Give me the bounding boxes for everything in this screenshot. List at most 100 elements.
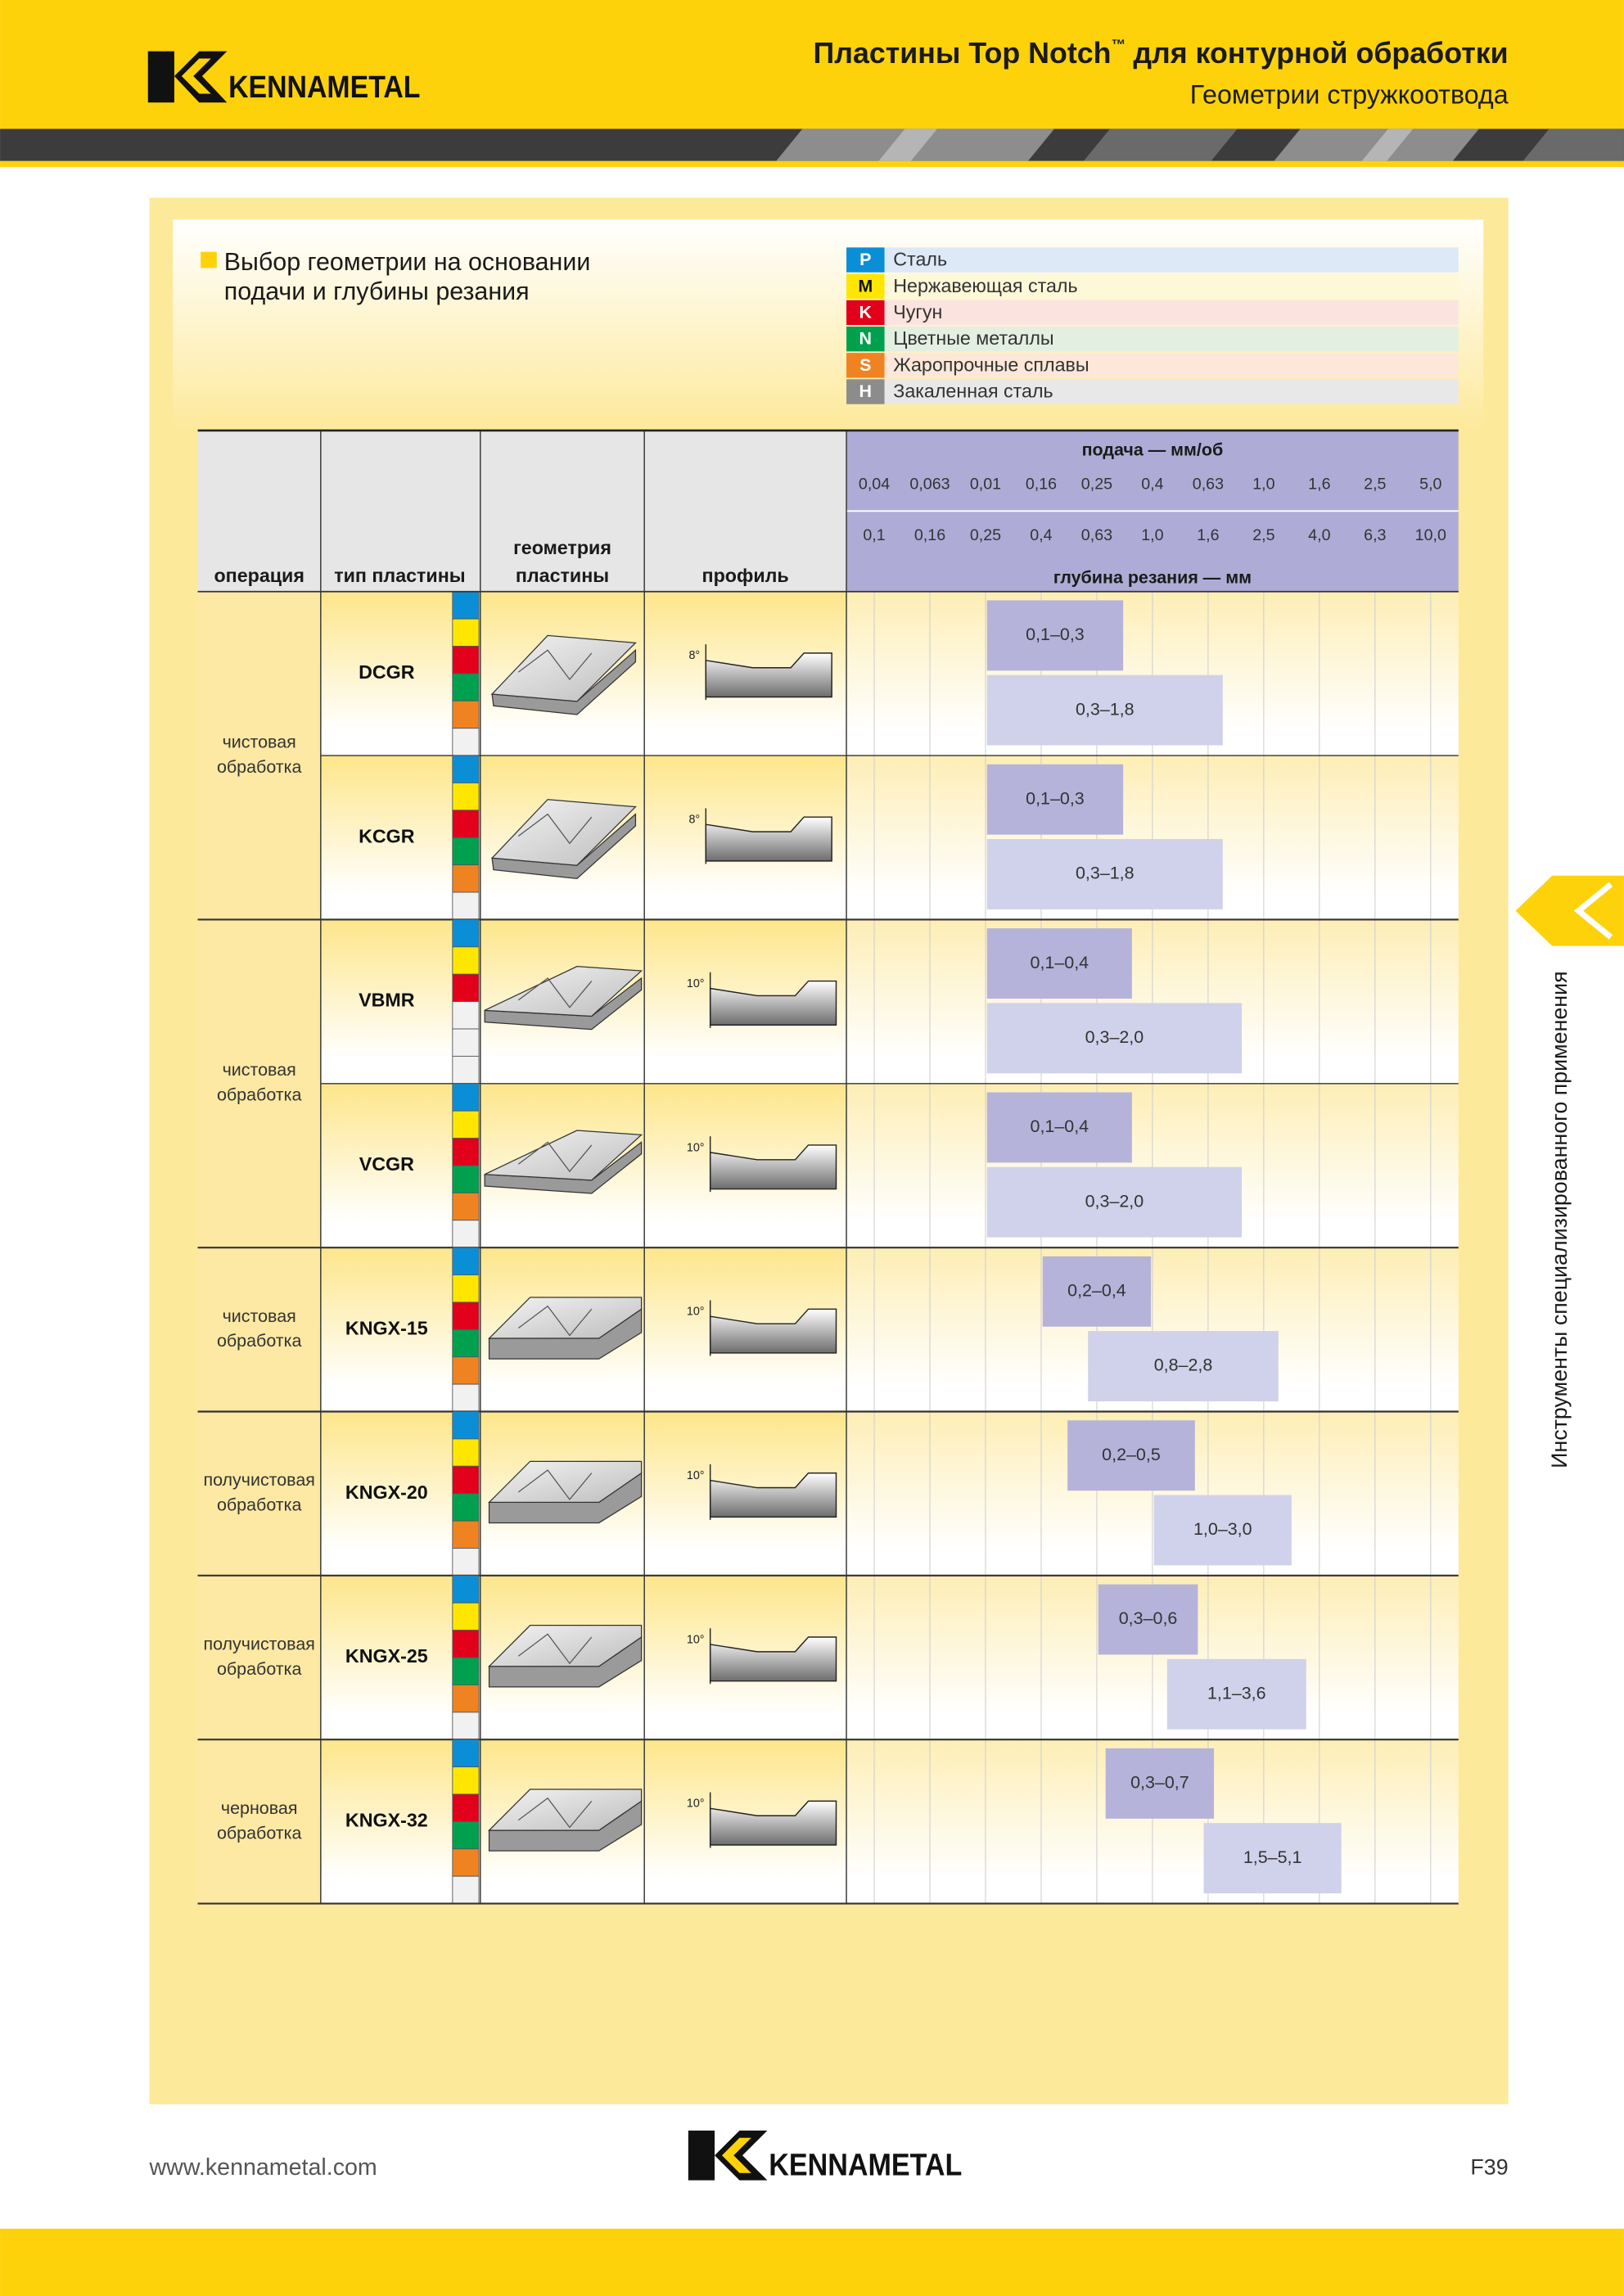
operation-label: обработка (217, 1331, 302, 1351)
insert-top (488, 1460, 643, 1504)
legend-swatch (846, 247, 885, 273)
trademark: ™ (1112, 36, 1126, 52)
material-cell (452, 1055, 480, 1085)
header-band (0, 0, 1624, 129)
material-cell (452, 700, 480, 729)
legend-name: Нержавеющая сталь (893, 275, 1077, 296)
depth-bar (986, 1166, 1243, 1238)
profile-shape (709, 1308, 837, 1354)
depth-tick-label: 10,0 (1415, 526, 1446, 544)
legend-swatch (846, 300, 885, 326)
insert-type: VBMR (359, 990, 415, 1011)
feed-tick-label: 0,16 (1026, 475, 1057, 493)
profile-angle: 8° (688, 814, 700, 827)
material-cell (452, 864, 480, 893)
title-main: Пластины Top Notch (814, 37, 1112, 70)
legend-code: H (859, 381, 873, 401)
depth-tick-label: 1,0 (1141, 526, 1163, 544)
column-header: профиль (702, 565, 789, 586)
feed-tick-label: 0,4 (1141, 475, 1163, 493)
insert-type: KCGR (359, 825, 415, 846)
footer-band (0, 2228, 1624, 2296)
material-cell (452, 918, 480, 948)
material-cell (452, 618, 480, 647)
operation-cell (197, 1247, 321, 1412)
material-cell (452, 1165, 480, 1193)
feed-bar (1042, 1256, 1152, 1327)
profile-shape (709, 980, 837, 1026)
profile-angle: 10° (687, 1141, 705, 1154)
material-cell (452, 1766, 480, 1795)
feed-range: 0,3–0,6 (1119, 1608, 1178, 1628)
material-cell (452, 1493, 480, 1522)
insert-edge (517, 1797, 593, 1829)
page-number: F39 (1470, 2154, 1508, 2179)
feed-bar (986, 928, 1132, 999)
profile-angle: 10° (687, 977, 705, 990)
feed-range: 0,3–0,7 (1130, 1773, 1189, 1793)
feed-bar (986, 1092, 1132, 1163)
table-background (197, 430, 1459, 1904)
operation-label: получистовая (203, 1635, 314, 1654)
logo-text: KENNAMETAL (769, 2147, 962, 2181)
legend-swatch (846, 353, 885, 378)
depth-bar (1203, 1823, 1342, 1894)
operation-label: обработка (217, 1085, 302, 1105)
material-cell (452, 1875, 480, 1905)
material-cell (452, 1411, 480, 1440)
feed-tick-label: 0,01 (970, 475, 1001, 493)
material-cell (452, 1138, 480, 1166)
material-cell (452, 591, 480, 620)
feed-range: 0,1–0,4 (1031, 1116, 1089, 1136)
depth-tick-label: 0,25 (970, 526, 1001, 544)
feed-bar (986, 600, 1124, 671)
material-cell (452, 946, 480, 975)
column-header: подача — мм/об (1082, 440, 1224, 460)
legend-code: P (859, 250, 871, 269)
depth-tick-label: 2,5 (1252, 526, 1274, 544)
insert-top (490, 799, 637, 866)
legend-name: Сталь (893, 249, 947, 270)
legend-name: Закаленная сталь (893, 381, 1053, 402)
material-cell (452, 1356, 480, 1385)
material-cell (452, 1328, 480, 1358)
feed-tick-label: 0,25 (1081, 475, 1112, 493)
column-header: пластины (516, 565, 609, 586)
depth-tick-label: 1,6 (1197, 526, 1219, 544)
operation-label: чистовая (223, 1060, 296, 1080)
operation-label: обработка (217, 1823, 302, 1843)
profile-shape (709, 1800, 837, 1846)
feed-tick-label: 0,63 (1193, 475, 1224, 493)
section-heading: подачи и глубины резания (224, 277, 530, 305)
table-content: операция тип пластины геометрия пластины про… (197, 429, 1459, 1905)
insert-type: VCGR (359, 1153, 414, 1175)
column-header: глубина резания — мм (1053, 567, 1252, 587)
depth-tick-label: 6,3 (1364, 526, 1386, 544)
profile-shape (709, 1636, 837, 1682)
operation-label: чистовая (223, 1306, 296, 1326)
material-cell (452, 646, 480, 674)
feed-range: 0,1–0,4 (1031, 953, 1089, 972)
profile-angle: 10° (687, 1798, 705, 1811)
page-subtitle: Геометрии стружкоотвода (1190, 80, 1509, 110)
legend-code: S (859, 355, 871, 375)
legend-name: Цветные металлы (893, 327, 1053, 349)
depth-bar (1153, 1495, 1292, 1566)
depth-bar (1166, 1658, 1306, 1730)
depth-range: 0,3–1,8 (1076, 864, 1135, 883)
insert-top (488, 1789, 643, 1831)
insert-top (488, 1625, 643, 1667)
depth-tick-label: 0,1 (863, 526, 885, 544)
material-cell (452, 1657, 480, 1685)
legend: P Сталь M Нержавеющая сталь K Чугун N Цветные м… (846, 247, 1459, 404)
legend-swatch (846, 273, 885, 299)
feed-bar (1098, 1584, 1198, 1655)
legend-name: Чугун (893, 301, 942, 323)
material-cell (452, 1247, 480, 1275)
operation-cell (197, 919, 321, 1248)
profile-shape (709, 1144, 837, 1190)
depth-bar (986, 674, 1223, 746)
feed-range: 0,1–0,3 (1026, 788, 1085, 808)
insert-top (490, 634, 637, 702)
material-cell (452, 1575, 480, 1604)
